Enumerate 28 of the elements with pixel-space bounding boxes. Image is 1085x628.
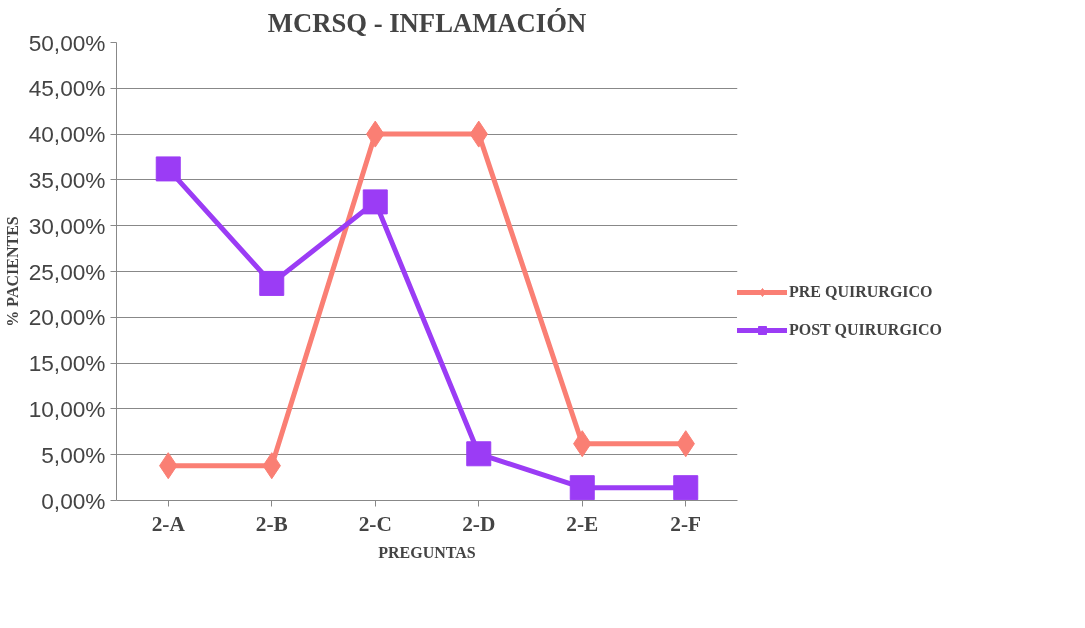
- y-tick-label: 0,00%: [41, 487, 106, 514]
- legend-label: PRE QUIRURGICO: [789, 283, 933, 301]
- y-axis-title: % PACIENTES: [3, 216, 21, 327]
- point: [569, 475, 595, 501]
- point: [673, 475, 699, 501]
- y-tick-label: 50,00%: [28, 29, 106, 56]
- x-axis-title: PREGUNTAS: [378, 543, 476, 561]
- legend-label: POST QUIRURGICO: [789, 321, 943, 339]
- x-tick-label: 2-F: [670, 511, 702, 536]
- y-tick-label: 25,00%: [28, 258, 106, 285]
- point: [155, 156, 181, 182]
- y-tick-label: 5,00%: [41, 441, 106, 468]
- x-tick-label: 2-E: [566, 511, 599, 536]
- y-tick-label: 40,00%: [28, 121, 106, 148]
- chart-title: MCRSQ - INFLAMACIÓN: [267, 7, 587, 38]
- x-tick-label: 2-A: [151, 511, 186, 536]
- y-tick-label: 45,00%: [28, 75, 106, 102]
- x-tick-label: 2-D: [462, 511, 496, 536]
- x-tick-label: 2-B: [255, 511, 288, 536]
- point: [259, 270, 285, 296]
- y-tick-label: 30,00%: [28, 212, 106, 239]
- y-tick-label: 10,00%: [28, 395, 106, 422]
- point: [466, 441, 492, 467]
- y-tick-label: 35,00%: [28, 166, 106, 193]
- y-tick-label: 15,00%: [28, 350, 106, 377]
- point: [362, 189, 388, 215]
- x-tick-label: 2-C: [358, 511, 392, 536]
- y-tick-label: 20,00%: [28, 304, 106, 331]
